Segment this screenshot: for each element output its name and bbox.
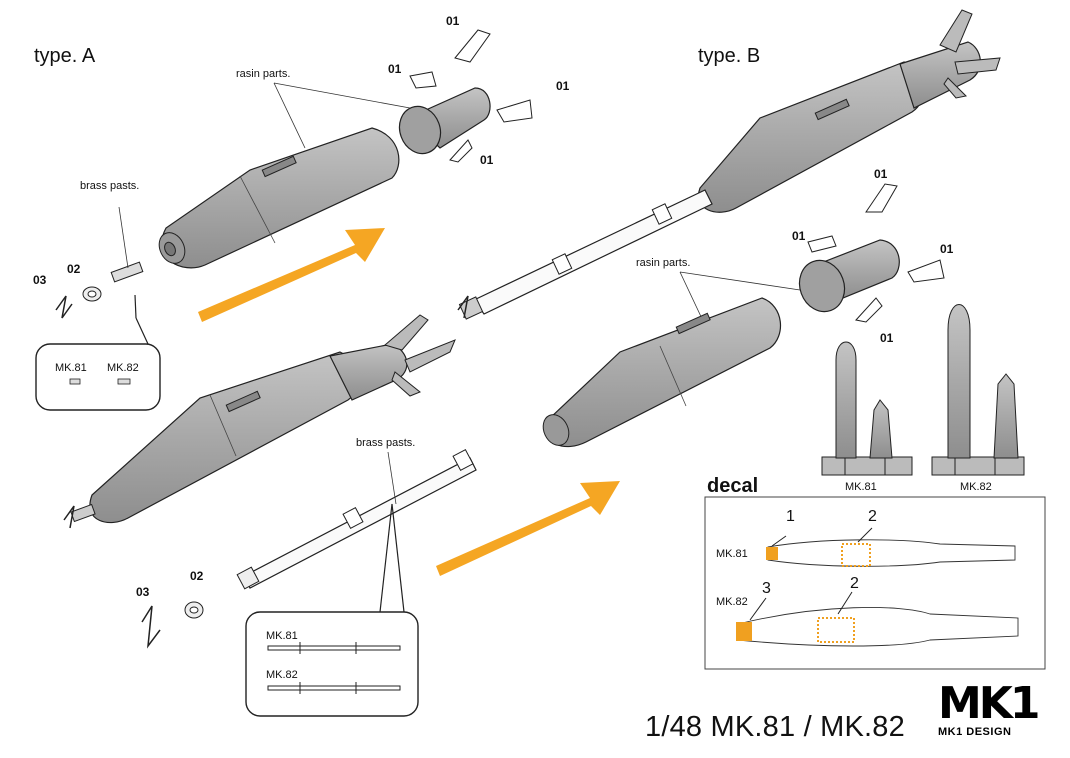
decal-mk82-profile bbox=[736, 591, 1019, 647]
decal-heading: decal bbox=[707, 475, 759, 497]
type-a-fuze-callout bbox=[35, 343, 161, 411]
side-view-mk82 bbox=[931, 304, 1025, 476]
part-01-label: 01 bbox=[480, 153, 494, 167]
brass-parts-label-a: brass pasts. bbox=[80, 180, 140, 192]
callout-a-mk82-label: MK.82 bbox=[107, 362, 139, 374]
type-a-brass-fuze bbox=[55, 206, 149, 345]
part-01-label: 01 bbox=[940, 242, 954, 256]
decal-number-3: 3 bbox=[762, 580, 771, 597]
type-b-tail-cone bbox=[798, 239, 900, 313]
decal-number-1: 1 bbox=[786, 508, 795, 525]
resin-parts-label-a: rasin parts. bbox=[236, 68, 291, 80]
type-a-tail-cone bbox=[398, 87, 491, 155]
type-b-fins bbox=[807, 183, 945, 323]
callout-b-mk82-label: MK.82 bbox=[266, 669, 298, 681]
part-02-label: 02 bbox=[190, 569, 204, 583]
callout-a-mk81-label: MK.81 bbox=[55, 362, 87, 374]
type-a-fins bbox=[409, 29, 533, 163]
type-b-brass-extender bbox=[141, 448, 477, 649]
side-view-mk81 bbox=[821, 341, 913, 476]
assembly-arrow-a bbox=[198, 228, 385, 322]
type-b-extender-callout bbox=[245, 611, 419, 717]
callout-b-mk81-label: MK.81 bbox=[266, 630, 298, 642]
side-view-mk81-label: MK.81 bbox=[845, 481, 877, 493]
part-01-label: 01 bbox=[874, 167, 888, 181]
type-a-assembled-bomb bbox=[63, 314, 456, 529]
side-view-mk82-label: MK.82 bbox=[960, 481, 992, 493]
decal-number-2: 2 bbox=[868, 508, 877, 525]
part-03-label: 03 bbox=[136, 585, 150, 599]
decal-mk81-label: MK.81 bbox=[716, 548, 748, 560]
type-b-upper-bomb bbox=[457, 9, 1001, 320]
kit-title: 1/48 MK.81 / MK.82 bbox=[645, 711, 905, 743]
part-01-label: 01 bbox=[446, 14, 460, 28]
type-b-lower-bomb-body bbox=[542, 297, 782, 448]
mk1-design-logo: MK1 MK1 DESIGN bbox=[938, 682, 1046, 744]
part-01-label: 01 bbox=[388, 62, 402, 76]
resin-parts-label-b: rasin parts. bbox=[636, 257, 691, 269]
decal-mk82-label: MK.82 bbox=[716, 596, 748, 608]
logo-mark: MK1 bbox=[938, 678, 1041, 729]
type-a-heading: type. A bbox=[34, 45, 96, 67]
type-a-upper-bomb-body bbox=[158, 127, 400, 269]
logo-subtitle: MK1 DESIGN bbox=[938, 726, 1012, 738]
part-01-label: 01 bbox=[556, 79, 570, 93]
decal-mk81-profile bbox=[766, 527, 1016, 567]
part-01-label: 01 bbox=[880, 331, 894, 345]
part-01-label: 01 bbox=[792, 229, 806, 243]
part-02-label: 02 bbox=[67, 262, 81, 276]
assembly-arrow-b bbox=[436, 481, 620, 576]
type-b-heading: type. B bbox=[698, 45, 761, 67]
part-03-label: 03 bbox=[33, 273, 47, 287]
brass-parts-label-b: brass pasts. bbox=[356, 437, 416, 449]
decal-number-2b: 2 bbox=[850, 575, 859, 592]
